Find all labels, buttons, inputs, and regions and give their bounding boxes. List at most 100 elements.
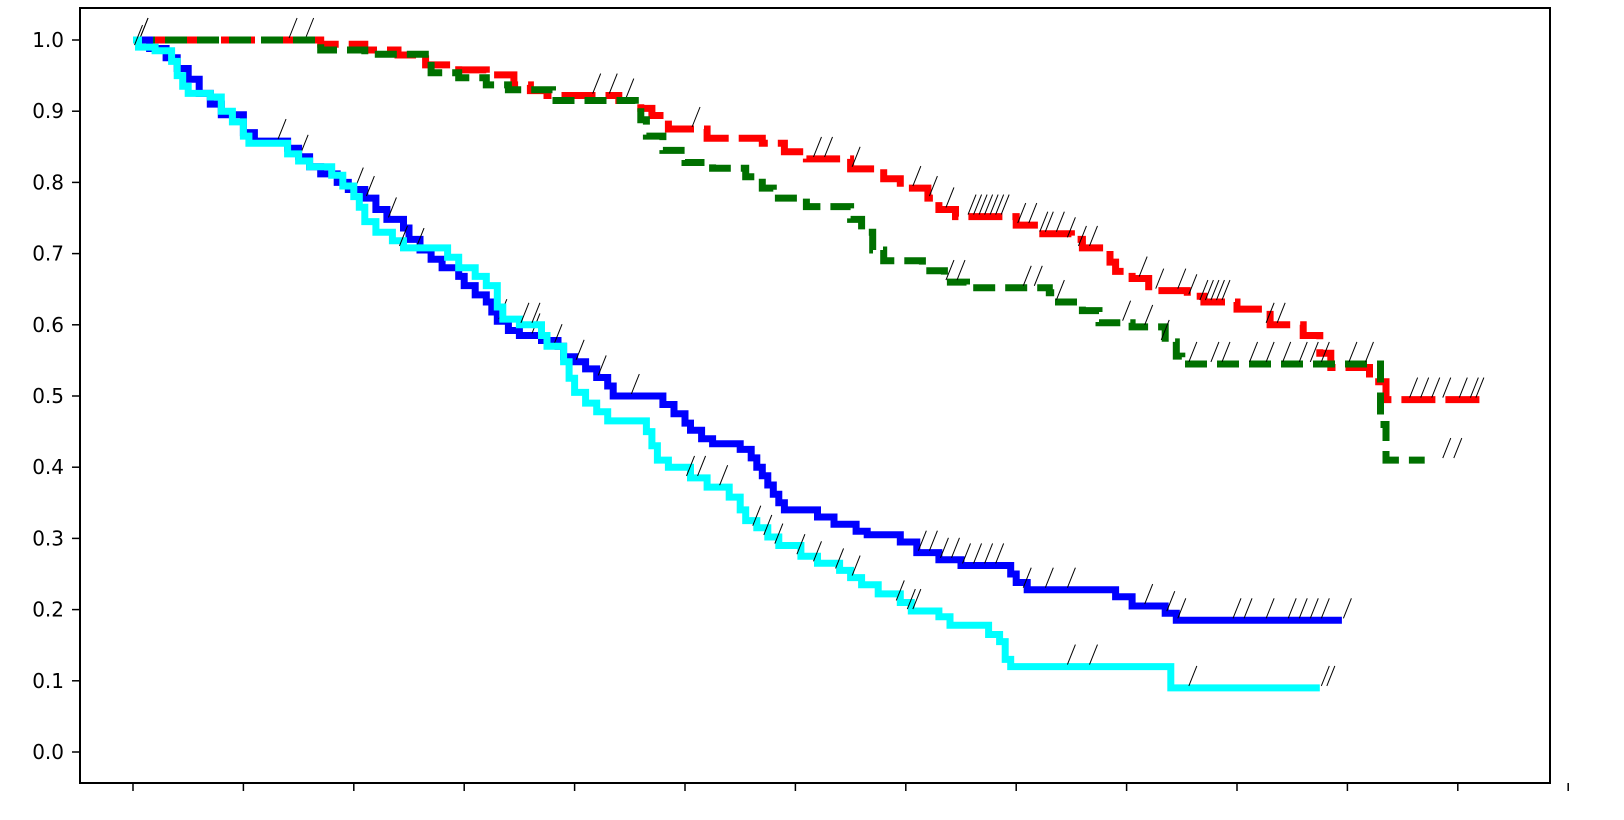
censor-mark	[1000, 194, 1010, 215]
censor-mark	[912, 588, 922, 610]
y-tick-label: 0.5	[32, 384, 64, 408]
censor-mark	[1326, 665, 1336, 687]
censor-mark	[928, 175, 938, 197]
censor-mark	[1044, 211, 1054, 232]
censor-mark	[1442, 377, 1452, 398]
censor-mark	[1221, 341, 1231, 363]
censor-mark	[1022, 567, 1032, 588]
series-1-line	[133, 36, 1425, 464]
censor-mark	[399, 225, 408, 247]
censor-mark	[608, 73, 618, 94]
censor-mark	[1017, 202, 1027, 224]
censor-mark	[1320, 598, 1330, 619]
censor-mark	[719, 464, 729, 486]
censor-mark	[1155, 268, 1165, 289]
censor-mark	[387, 197, 397, 218]
censor-mark	[1177, 598, 1187, 619]
censor-mark	[995, 194, 1005, 215]
censor-mark	[1188, 274, 1198, 295]
censor-mark	[1458, 377, 1468, 398]
censor-mark	[288, 17, 298, 39]
y-tick-label: 0.3	[32, 526, 64, 550]
censor-mark	[774, 523, 784, 544]
censor-mark	[796, 534, 806, 555]
censor-mark	[686, 455, 695, 477]
censor-mark	[1276, 302, 1286, 323]
censor-mark	[1309, 598, 1319, 619]
censor-mark	[1089, 225, 1098, 247]
censor-mark	[1320, 341, 1330, 363]
censor-mark	[984, 194, 994, 215]
censor-mark	[984, 543, 994, 564]
censor-mark	[365, 175, 375, 197]
censor-mark	[956, 259, 966, 281]
series-2-line	[133, 36, 1342, 624]
censor-mark	[1138, 256, 1148, 277]
series-3	[133, 24, 1336, 692]
censor-mark	[1055, 211, 1065, 232]
censor-mark	[1232, 598, 1242, 619]
x-axis	[132, 783, 1569, 791]
y-axis: 0.0 0.1 0.2 0.3 0.4 0.5 0.6 0.7 0.8 0.9 1.0	[32, 28, 80, 764]
censor-mark	[1431, 377, 1441, 398]
censor-mark	[575, 339, 585, 361]
censor-mark	[1469, 377, 1479, 398]
censor-mark	[531, 302, 541, 323]
series-0	[133, 17, 1485, 404]
censor-mark	[851, 555, 861, 576]
censor-mark	[1055, 279, 1065, 301]
censor-mark	[1122, 300, 1132, 321]
censor-mark	[1249, 341, 1259, 363]
y-tick-label: 0.6	[32, 313, 64, 337]
y-tick-label: 0.0	[32, 740, 64, 764]
censor-mark	[592, 73, 602, 94]
censor-mark	[1039, 211, 1049, 232]
series-0-line	[133, 36, 1480, 404]
censor-mark	[912, 165, 922, 187]
censor-mark	[1420, 377, 1430, 398]
censor-mark	[691, 106, 701, 128]
censor-mark	[1210, 341, 1220, 363]
censor-mark	[1144, 304, 1154, 326]
y-tick-label: 0.7	[32, 242, 64, 266]
censor-mark	[763, 514, 773, 536]
censor-mark	[1442, 437, 1452, 459]
censor-mark	[1342, 598, 1352, 619]
censor-mark	[1320, 665, 1330, 687]
censor-mark	[1066, 644, 1076, 665]
series-layer	[133, 17, 1485, 692]
censor-mark	[1287, 598, 1297, 619]
censor-mark	[1265, 341, 1275, 363]
censor-mark	[973, 194, 983, 215]
censor-mark	[1199, 279, 1209, 301]
censor-mark	[1066, 567, 1076, 588]
censor-mark	[962, 543, 971, 564]
censor-mark	[697, 455, 707, 477]
series-1	[133, 36, 1463, 464]
censor-mark	[906, 588, 916, 610]
censor-mark	[1066, 217, 1076, 238]
censor-mark	[1077, 225, 1087, 247]
censor-mark	[1453, 437, 1463, 459]
censor-mark	[945, 259, 955, 281]
censor-mark	[134, 24, 143, 46]
censor-mark	[1298, 341, 1308, 363]
censor-mark	[1188, 665, 1198, 687]
censor-mark	[139, 17, 149, 39]
censor-mark	[973, 543, 983, 564]
censor-mark	[520, 302, 530, 323]
censor-mark	[1365, 341, 1374, 363]
y-tick-label: 0.2	[32, 598, 64, 622]
censor-mark	[1348, 341, 1358, 363]
censor-mark	[1166, 590, 1176, 612]
censor-mark	[978, 194, 988, 215]
censor-mark	[1210, 279, 1220, 301]
censor-mark	[1221, 279, 1231, 301]
censor-mark	[1188, 341, 1198, 363]
censor-mark	[553, 323, 563, 345]
censor-mark	[951, 537, 960, 558]
censor-mark	[989, 194, 999, 215]
censor-mark	[1475, 377, 1485, 398]
censor-mark	[1177, 268, 1187, 289]
